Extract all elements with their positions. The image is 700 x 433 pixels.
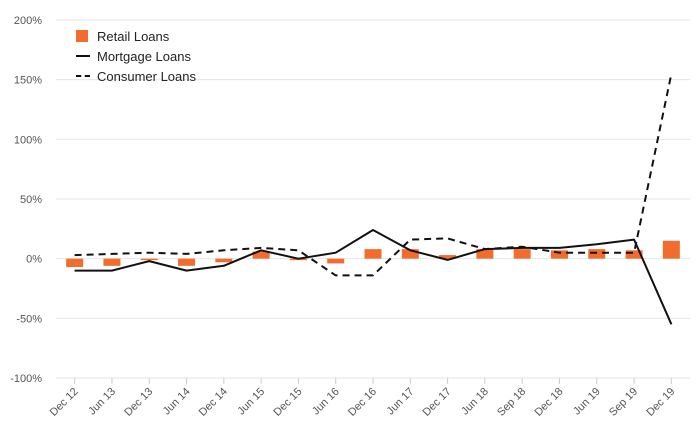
legend-label-mortgage: Mortgage Loans [97,48,191,64]
legend-item-retail: Retail Loans [76,26,196,46]
retail-loans-bar [103,258,121,266]
retail-loans-bar [550,250,568,259]
legend-item-consumer: Consumer Loans [76,66,196,86]
y-tick-label: 200% [14,15,42,27]
legend: Retail Loans Mortgage Loans Consumer Loa… [76,26,196,86]
x-tick-label: Dec 12 [48,386,81,419]
x-tick-label: Dec 16 [346,386,379,419]
retail-loans-bars [66,240,680,268]
x-tick-label: Jun 18 [459,386,491,418]
y-axis-ticks: -100% -50% 0% 50% 100% 150% 200% [10,15,42,385]
y-tick-label: 50% [20,194,42,206]
legend-swatch-consumer [76,75,90,77]
mortgage-loans-line [74,229,673,325]
y-tick-label: 100% [14,134,42,146]
retail-loans-bar [66,258,84,268]
retail-loans-bar [327,258,345,264]
retail-loans-bar [476,249,494,259]
y-tick-label: -50% [16,313,42,325]
legend-label-retail: Retail Loans [97,28,170,44]
legend-swatch-mortgage [76,55,90,57]
x-tick-label: Jun 17 [385,386,417,418]
x-tick-label: Dec 19 [644,386,677,419]
x-tick-label: Dec 17 [421,386,454,419]
legend-swatch-retail [76,30,88,42]
x-axis-ticks: Dec 12 Jun 13 Dec 13 Jun 14 Dec 14 Jun 15 Dec … [48,378,677,419]
x-tick-label: Dec 18 [532,386,565,419]
x-tick-label: Sep 18 [495,386,528,419]
x-tick-label: Jun 16 [310,386,342,418]
legend-label-consumer: Consumer Loans [97,68,196,84]
retail-loans-bar [252,251,270,259]
retail-loans-bar [439,255,457,259]
x-tick-label: Jun 19 [571,386,603,418]
retail-loans-bar [513,249,531,259]
y-tick-label: 150% [14,75,42,87]
y-tick-label: 0% [26,254,42,266]
x-tick-label: Sep 19 [607,386,640,419]
retail-loans-bar [588,249,606,259]
x-tick-label: Jun 14 [161,386,193,418]
x-tick-label: Dec 14 [197,386,230,419]
y-tick-label: -100% [10,373,42,385]
retail-loans-bar [401,249,419,259]
retail-loans-bar [364,249,382,259]
retail-loans-bar [178,258,196,266]
loan-lines [74,73,673,325]
retail-loans-bar [625,250,643,259]
x-tick-label: Dec 13 [122,386,155,419]
legend-item-mortgage: Mortgage Loans [76,46,196,66]
x-tick-label: Dec 15 [271,386,304,419]
retail-loans-bar [662,240,680,259]
retail-loans-bar [215,258,233,263]
retail-loans-bar [140,258,158,261]
consumer-loans-line [74,73,673,277]
x-tick-label: Jun 13 [86,386,118,418]
x-tick-label: Jun 15 [235,386,267,418]
